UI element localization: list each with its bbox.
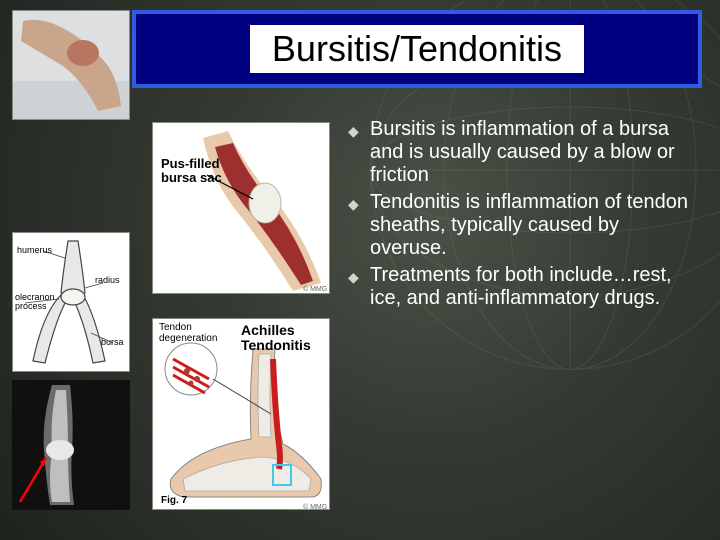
label-fig7: Fig. 7 xyxy=(161,495,187,506)
label-bursa-sac: Pus-filled bursa sac xyxy=(161,157,231,186)
label-radius: radius xyxy=(95,275,120,285)
image-elbow-bone-diagram: humerus radius olecranon process bursa xyxy=(12,232,130,372)
label-olecranon: olecranon process xyxy=(15,293,59,311)
image-bursa-sac: © MMG 2001 Pus-filled bursa sac xyxy=(152,122,330,294)
svg-text:© MMG 2000: © MMG 2000 xyxy=(303,503,330,510)
bullet-marker-icon: ◆ xyxy=(348,191,370,260)
bullet-text: Bursitis is inflammation of a bursa and … xyxy=(370,118,698,187)
bullet-text: Tendonitis is inflammation of tendon she… xyxy=(370,191,698,260)
svg-text:© MMG 2001: © MMG 2001 xyxy=(303,285,330,293)
image-elbow-photo xyxy=(12,10,130,120)
bullet-item: ◆ Treatments for both include…rest, ice,… xyxy=(348,264,698,310)
label-achilles-title: Achilles Tendonitis xyxy=(241,323,327,352)
label-humerus: humerus xyxy=(17,245,52,255)
title-box: Bursitis/Tendonitis xyxy=(132,10,702,88)
bullet-marker-icon: ◆ xyxy=(348,118,370,187)
bullet-item: ◆ Bursitis is inflammation of a bursa an… xyxy=(348,118,698,187)
label-bursa: bursa xyxy=(101,337,124,347)
image-mri-scan xyxy=(12,380,130,510)
label-tendon-degen: Tendon degeneration xyxy=(159,323,229,344)
bullet-list: ◆ Bursitis is inflammation of a bursa an… xyxy=(348,118,698,314)
image-achilles-tendonitis: © MMG 2000 Achilles Tendonitis Tendon de… xyxy=(152,318,330,510)
slide-title: Bursitis/Tendonitis xyxy=(250,25,584,73)
bullet-item: ◆ Tendonitis is inflammation of tendon s… xyxy=(348,191,698,260)
bullet-marker-icon: ◆ xyxy=(348,264,370,310)
bullet-text: Treatments for both include…rest, ice, a… xyxy=(370,264,698,310)
